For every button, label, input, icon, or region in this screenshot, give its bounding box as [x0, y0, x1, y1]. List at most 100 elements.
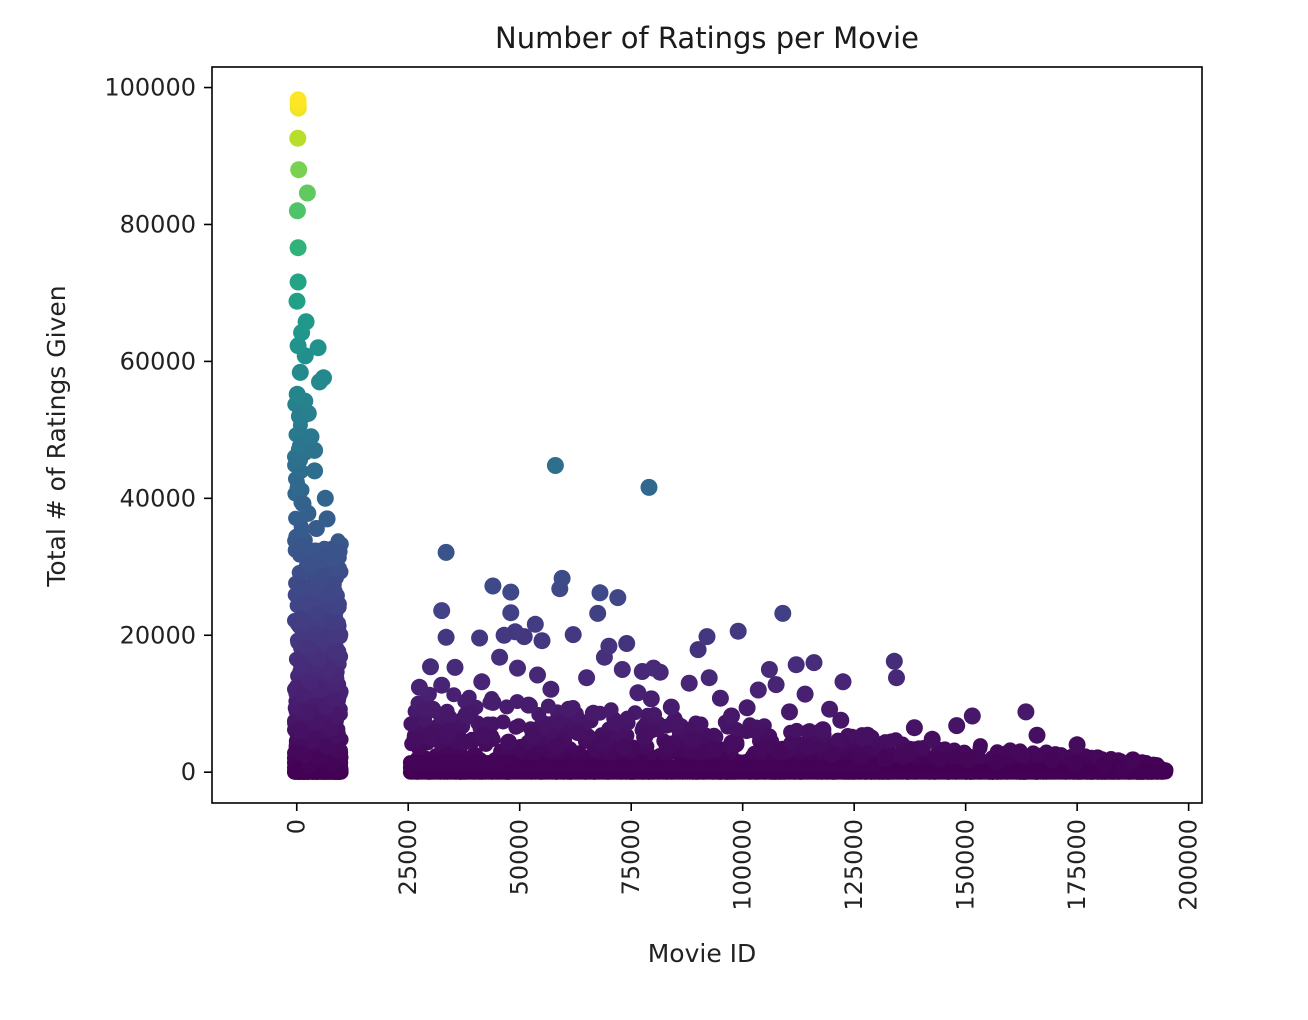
data-point	[600, 637, 618, 655]
data-point	[301, 556, 319, 574]
data-point	[607, 714, 625, 732]
dense-point	[441, 709, 457, 724]
data-point	[546, 457, 564, 474]
data-point	[309, 339, 327, 357]
data-point	[484, 693, 502, 711]
data-point	[642, 690, 660, 708]
data-point	[311, 750, 329, 767]
data-point	[1028, 726, 1046, 744]
data-point	[292, 655, 310, 673]
data-point	[553, 569, 571, 587]
data-point	[288, 385, 306, 403]
data-point	[680, 674, 698, 692]
data-point	[749, 681, 767, 699]
data-point	[859, 726, 876, 744]
dense-point	[293, 463, 309, 479]
data-point	[475, 726, 493, 744]
dense-point	[1032, 750, 1048, 766]
x-tick-label: 25000	[394, 819, 422, 895]
data-point	[301, 673, 319, 691]
data-point	[727, 735, 745, 753]
data-point	[297, 595, 315, 613]
dense-point	[669, 715, 685, 731]
data-point	[752, 741, 769, 759]
data-point	[772, 743, 790, 761]
dense-point	[540, 698, 556, 714]
dense-point	[888, 732, 904, 748]
data-point	[533, 632, 551, 650]
data-point	[738, 699, 756, 717]
x-tick-label: 75000	[617, 819, 645, 895]
data-point	[455, 733, 473, 751]
data-point	[805, 654, 823, 672]
data-point	[502, 604, 520, 622]
data-point	[309, 650, 327, 667]
data-point	[296, 745, 314, 763]
data-points	[288, 91, 1169, 780]
data-point	[410, 678, 428, 696]
x-tick-label: 175000	[1063, 819, 1091, 911]
x-tick-label: 200000	[1175, 819, 1203, 911]
data-point	[823, 745, 841, 763]
data-point	[295, 614, 313, 632]
data-point	[520, 696, 538, 714]
data-point	[1066, 755, 1084, 773]
y-axis-label: Total # of Ratings Given	[42, 285, 71, 587]
data-point	[298, 184, 316, 202]
data-point	[905, 719, 923, 737]
data-point	[1012, 746, 1030, 764]
data-point	[832, 711, 850, 729]
x-axis: 0 25000 50000 75000 100000 125000 150000 175000…	[283, 803, 1203, 911]
dense-point	[948, 751, 964, 767]
dense-point	[708, 729, 724, 745]
dense-point	[550, 714, 566, 730]
data-point	[293, 577, 311, 595]
data-point	[291, 363, 309, 381]
data-point	[705, 741, 723, 759]
data-point	[560, 700, 578, 718]
data-point	[437, 543, 455, 561]
data-point	[419, 727, 437, 745]
data-point	[298, 703, 315, 721]
data-point	[321, 585, 339, 603]
data-point	[297, 313, 315, 331]
y-tick-label: 100000	[104, 74, 196, 102]
data-point	[446, 658, 464, 676]
y-axis: 0 20000 40000 60000 80000 100000	[104, 74, 212, 786]
data-point	[852, 747, 870, 765]
data-point	[319, 661, 337, 678]
data-point	[988, 753, 1006, 771]
data-point	[1095, 757, 1113, 775]
data-point	[433, 602, 451, 620]
data-point	[834, 673, 852, 691]
data-point	[959, 752, 977, 770]
data-point	[289, 91, 307, 109]
data-point	[948, 717, 966, 735]
data-point	[569, 724, 587, 741]
data-point	[787, 656, 805, 674]
data-point	[1124, 751, 1142, 769]
data-point	[288, 202, 306, 220]
dense-point	[288, 510, 304, 526]
data-point	[506, 623, 524, 641]
data-point	[901, 745, 919, 763]
x-tick-label: 125000	[840, 819, 868, 911]
data-point	[457, 706, 475, 724]
data-point	[636, 728, 654, 746]
data-point	[437, 628, 455, 646]
data-point	[316, 489, 334, 507]
x-tick-label: 150000	[952, 819, 980, 911]
data-point	[290, 161, 308, 179]
data-point	[658, 737, 676, 754]
data-point	[288, 292, 306, 310]
data-point	[502, 583, 520, 601]
data-point	[814, 721, 832, 739]
x-tick-label: 50000	[506, 819, 534, 895]
data-point	[711, 689, 729, 707]
data-point	[640, 478, 658, 496]
data-point	[589, 604, 607, 622]
data-point	[1017, 703, 1035, 721]
data-point	[484, 577, 502, 595]
